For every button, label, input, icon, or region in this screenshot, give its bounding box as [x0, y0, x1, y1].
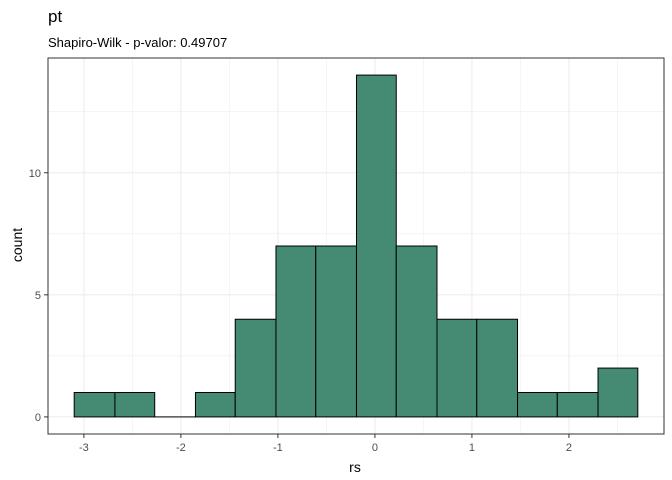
histogram-bar — [234, 318, 277, 418]
histogram-bar — [315, 245, 357, 418]
histogram-bar — [114, 391, 156, 418]
histogram-bar — [395, 245, 438, 418]
chart-subtitle: Shapiro-Wilk - p-valor: 0.49707 — [48, 35, 227, 50]
histogram-bar — [517, 391, 558, 418]
y-axis-ticks: 0 5 10 — [29, 168, 48, 424]
histogram-bar — [194, 391, 236, 418]
chart-title: pt — [48, 7, 62, 26]
histogram-bar — [556, 391, 599, 418]
y-tick-label: 0 — [35, 412, 41, 424]
histogram-bars — [73, 74, 639, 418]
y-tick-label: 5 — [35, 290, 41, 302]
histogram-bar — [476, 318, 519, 418]
x-tick-label: 1 — [469, 442, 475, 454]
x-tick-label: -3 — [79, 442, 89, 454]
x-tick-label: -2 — [176, 442, 186, 454]
histogram-bar — [597, 367, 639, 418]
y-tick-label: 10 — [29, 168, 41, 180]
x-tick-label: 0 — [372, 442, 378, 454]
y-axis-label: count — [9, 228, 25, 262]
x-tick-label: 2 — [566, 442, 572, 454]
panel-border — [47, 57, 665, 435]
histogram-bar — [73, 391, 116, 418]
histogram-bar — [436, 318, 478, 418]
x-axis-label: rs — [349, 459, 361, 475]
histogram-bar — [355, 74, 397, 418]
histogram-bar — [275, 245, 317, 418]
x-axis-ticks: -3 -2 -1 0 1 2 — [79, 434, 572, 454]
x-tick-label: -1 — [273, 442, 283, 454]
